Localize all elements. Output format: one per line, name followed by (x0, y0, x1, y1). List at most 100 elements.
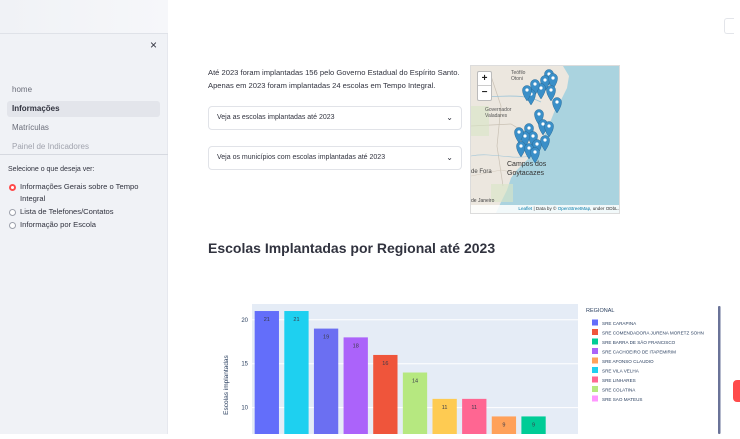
radio-option-por-escola[interactable]: Informação por Escola (8, 219, 163, 231)
legend-swatch[interactable] (592, 319, 598, 326)
bar-value-label: 21 (264, 317, 270, 323)
expander-municipios[interactable]: Veja os municípios com escolas implantad… (208, 146, 462, 170)
sidebar-nav: home Informações Matrículas Painel de In… (7, 82, 160, 158)
y-axis-label: Escolas implantadas (223, 354, 230, 414)
osm-link[interactable]: OpenStreetMap (557, 206, 591, 211)
legend-entry[interactable]: SRE VILA VELHA (602, 369, 640, 374)
radio-option-informacoes-gerais[interactable]: Informações Gerais sobre o Tempo Integra… (8, 181, 163, 205)
attribution-text: | Data by © (532, 206, 558, 211)
legend-entry[interactable]: SRE CARAPINA (602, 321, 637, 326)
intro-line-2: Apenas em 2023 foram implantadas 24 esco… (208, 81, 436, 90)
nav-item-painel-indicadores[interactable]: Painel de Indicadores (12, 142, 89, 151)
bar[interactable] (521, 416, 546, 434)
map-markers[interactable] (471, 66, 620, 214)
bar[interactable] (313, 328, 339, 434)
expander-label: Veja as escolas implantadas até 2023 (217, 114, 335, 121)
map-marker-icon[interactable] (530, 147, 540, 164)
attribution-suffix: , under ODbL. (590, 206, 619, 211)
chevron-down-icon: ⌄ (446, 153, 453, 162)
bar[interactable] (373, 354, 398, 434)
sidebar-header (0, 0, 168, 34)
bar[interactable] (491, 416, 517, 434)
map-marker-icon[interactable] (544, 121, 554, 138)
view-radio-group: Informações Gerais sobre o Tempo Integra… (8, 181, 163, 232)
nav-item-informacoes[interactable]: Informações (7, 101, 160, 117)
bar-value-label: 11 (471, 405, 477, 411)
map-marker-icon[interactable] (540, 135, 550, 152)
map-marker-icon[interactable] (552, 97, 562, 114)
intro-text: Até 2023 foram implantadas 156 pelo Gove… (208, 66, 468, 92)
legend-swatch[interactable] (592, 395, 598, 402)
nav-item-matriculas[interactable]: Matrículas (12, 123, 49, 132)
nav-divider (0, 154, 168, 155)
y-tick-label: 20 (241, 318, 248, 324)
map-marker-icon[interactable] (516, 141, 526, 158)
legend-swatch[interactable] (592, 348, 598, 354)
radio-option-telefones[interactable]: Lista de Telefones/Contatos (8, 206, 163, 218)
map-attribution: Leaflet | Data by © OpenStreetMap, under… (471, 205, 619, 213)
legend-entry[interactable]: SRE BARRA DE SÃO FRANCISCO (602, 339, 676, 345)
legend-entry[interactable]: SRE AFONSO CLAUDIO (602, 359, 654, 364)
zoom-out-button[interactable]: − (481, 87, 488, 98)
toolbar-menu-tab[interactable] (724, 18, 734, 34)
bar-chart-svg[interactable]: 10 15 20 Escolas implantadas 21 21 19 18 16 14 11 1… (208, 298, 740, 434)
bar[interactable] (432, 398, 457, 434)
map-label-juiz-de-fora: de Fora (471, 169, 492, 175)
radio-option-label: Lista de Telefones/Contatos (20, 207, 114, 216)
zoom-in-button[interactable]: + (478, 72, 491, 86)
map-label-campos-goytacazes: Campos dos Goytacazes (507, 161, 547, 177)
map-label-teofilo-otoni: Teófilo Otoni (511, 70, 526, 82)
map-marker-icon[interactable] (546, 85, 556, 102)
expander-label: Veja os municípios com escolas implantad… (217, 154, 386, 161)
bar[interactable] (284, 311, 309, 434)
bar-value-label: 9 (502, 422, 505, 428)
radio-group-title: Selecione o que deseja ver: (8, 166, 95, 173)
close-sidebar-icon[interactable]: × (150, 38, 158, 52)
bar-chart[interactable]: 10 15 20 Escolas implantadas 21 21 19 18 16 14 11 1… (208, 298, 740, 434)
legend-entry[interactable]: SRE CACHOEIRO DE ITAPEMIRIM (602, 350, 676, 355)
legend-swatch[interactable] (592, 329, 598, 335)
map-marker-icon[interactable] (548, 73, 558, 90)
radio-selected-icon[interactable] (9, 183, 16, 191)
map-label-governador-valadares: Governador Valadares (485, 107, 512, 119)
bar-value-label: 16 (382, 361, 388, 367)
legend-title: REGIONAL (586, 308, 614, 314)
chevron-down-icon: ⌄ (446, 113, 453, 122)
map-marker-icon[interactable] (522, 85, 532, 102)
legend-scrollbar[interactable] (718, 306, 721, 434)
legend-entry[interactable]: SRE COLATINA (602, 388, 636, 393)
bar-value-label: 18 (353, 343, 359, 349)
bar[interactable] (254, 311, 279, 434)
radio-unselected-icon[interactable] (9, 208, 16, 216)
y-tick-label: 15 (241, 362, 248, 368)
bar-value-label: 19 (323, 335, 329, 341)
bar-value-label: 11 (442, 405, 448, 411)
intro-line-1: Até 2023 foram implantadas 156 pelo Gove… (208, 68, 460, 77)
bar[interactable] (462, 398, 487, 434)
legend-entry[interactable]: SRE SAO MATEUS (602, 397, 643, 402)
section-title: Escolas Implantadas por Regional até 202… (208, 240, 496, 256)
bar-value-label: 21 (293, 317, 299, 323)
legend-swatch[interactable] (592, 367, 598, 373)
bar[interactable] (402, 372, 428, 434)
legend-swatch[interactable] (592, 376, 598, 383)
legend-swatch[interactable] (592, 338, 598, 345)
feedback-tab[interactable] (733, 380, 740, 402)
radio-option-label: Informações Gerais sobre o Tempo Integra… (20, 182, 139, 203)
legend-entry[interactable]: SRE LINHARES (602, 378, 636, 383)
bar-value-label: 14 (412, 379, 418, 385)
expander-escolas[interactable]: Veja as escolas implantadas até 2023 ⌄ (208, 106, 462, 130)
bar-value-label: 9 (532, 422, 535, 428)
radio-option-label: Informação por Escola (20, 220, 96, 229)
sidebar: × home Informações Matrículas Painel de … (0, 0, 168, 434)
leaflet-link[interactable]: Leaflet (518, 206, 533, 211)
map-marker-icon[interactable] (514, 127, 524, 144)
legend-swatch[interactable] (592, 357, 598, 364)
schools-map[interactable]: Teófilo Otoni Governador Valadares Campo… (470, 65, 620, 214)
nav-item-home[interactable]: home (12, 85, 33, 94)
legend-swatch[interactable] (592, 386, 598, 392)
legend-entry[interactable]: SRE COMENDADORA JURENA MORETZ SOHN (602, 331, 704, 336)
y-tick-label: 10 (241, 406, 248, 412)
bar[interactable] (343, 337, 368, 434)
radio-unselected-icon[interactable] (9, 221, 16, 229)
